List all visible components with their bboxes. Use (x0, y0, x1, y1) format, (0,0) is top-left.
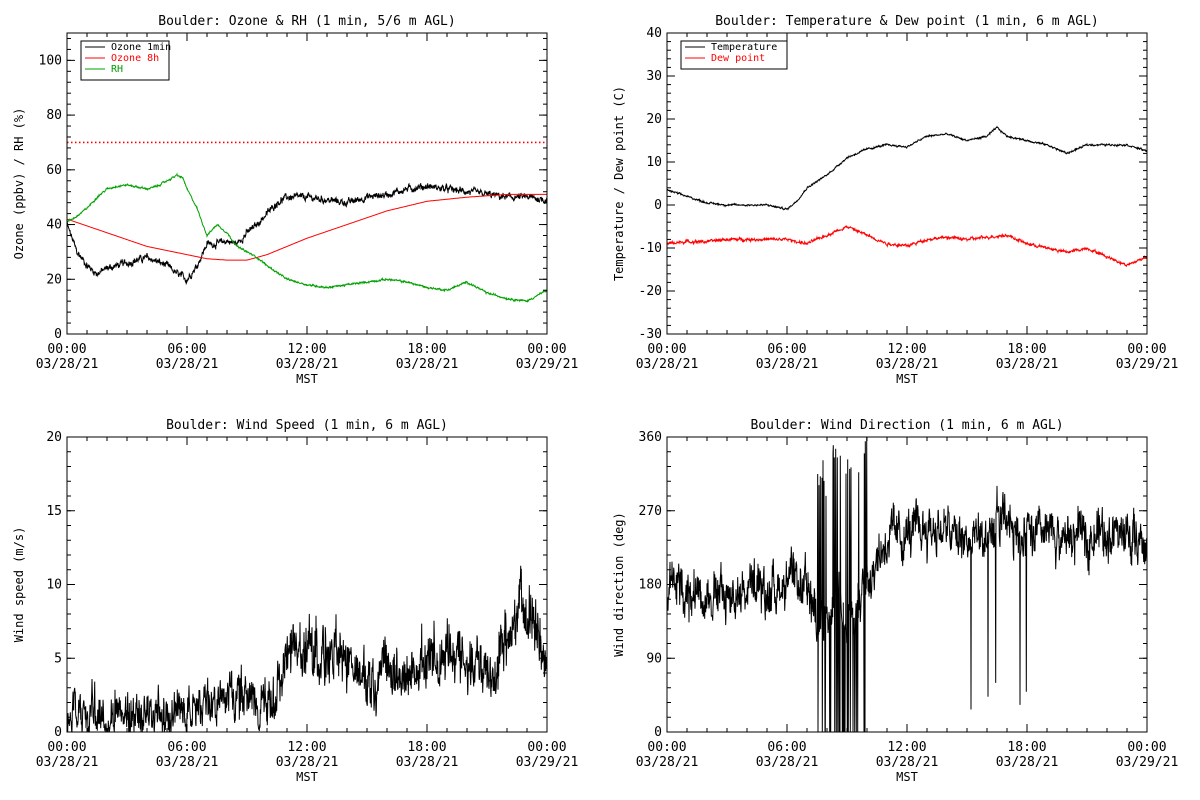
x-tick-time: 12:00 (887, 342, 926, 357)
x-tick-date: 03/28/21 (156, 357, 219, 372)
plot-frame (666, 436, 1148, 733)
y-axis-label: Wind speed (m/s) (12, 527, 26, 643)
x-tick-time: 06:00 (767, 740, 806, 755)
x-tick-time: 00:00 (647, 342, 686, 357)
series-line-1 (666, 225, 1148, 267)
x-axis-label: MST (296, 770, 318, 784)
legend-box (680, 40, 788, 70)
y-tick-label: -30 (639, 327, 662, 342)
y-tick-label: 20 (646, 112, 662, 127)
y-tick-label: 90 (646, 651, 662, 666)
legend-label: Ozone 1min (111, 42, 171, 53)
legend-label: RH (111, 64, 123, 75)
chart-title: Boulder: Wind Speed (1 min, 6 m AGL) (166, 418, 448, 433)
y-tick-label: 20 (46, 430, 62, 445)
y-axis-label: Temperature / Dew point (C) (612, 86, 626, 281)
y-tick-label: 0 (54, 725, 62, 740)
x-tick-date: 03/28/21 (636, 755, 699, 770)
series-line-0 (66, 182, 548, 286)
x-tick-date: 03/29/21 (516, 357, 579, 372)
x-tick-time: 18:00 (1007, 342, 1046, 357)
y-tick-label: 100 (39, 53, 62, 68)
y-tick-label: 180 (639, 578, 662, 593)
x-tick-time: 00:00 (47, 740, 86, 755)
x-tick-time: 00:00 (1127, 740, 1166, 755)
x-tick-date: 03/28/21 (396, 755, 459, 770)
y-tick-label: 10 (46, 578, 62, 593)
y-tick-label: -20 (639, 284, 662, 299)
chart-panel-temp_dew: Boulder: Temperature & Dew point (1 min,… (612, 14, 1178, 386)
y-tick-label: 80 (46, 108, 62, 123)
x-tick-date: 03/29/21 (1116, 755, 1179, 770)
y-tick-label: 0 (654, 725, 662, 740)
y-tick-label: 40 (646, 26, 662, 41)
x-tick-time: 12:00 (887, 740, 926, 755)
x-tick-time: 18:00 (1007, 740, 1046, 755)
y-tick-label: 15 (46, 504, 62, 519)
x-tick-date: 03/28/21 (756, 755, 819, 770)
x-tick-time: 06:00 (167, 740, 206, 755)
y-tick-label: 20 (46, 272, 62, 287)
y-tick-label: 0 (54, 327, 62, 342)
y-axis-label: Ozone (ppbv) / RH (%) (12, 108, 26, 260)
series-line-2 (66, 172, 548, 303)
x-tick-time: 00:00 (527, 342, 566, 357)
x-tick-time: 18:00 (407, 740, 446, 755)
y-tick-label: -10 (639, 241, 662, 256)
x-tick-date: 03/28/21 (36, 755, 99, 770)
x-tick-date: 03/28/21 (996, 357, 1059, 372)
x-tick-date: 03/28/21 (756, 357, 819, 372)
y-tick-label: 40 (46, 218, 62, 233)
x-axis-label: MST (896, 372, 918, 386)
x-tick-date: 03/29/21 (1116, 357, 1179, 372)
x-tick-date: 03/29/21 (516, 755, 579, 770)
series-line-1 (66, 193, 547, 261)
x-tick-time: 06:00 (167, 342, 206, 357)
x-tick-date: 03/28/21 (36, 357, 99, 372)
y-tick-label: 60 (46, 163, 62, 178)
x-tick-date: 03/28/21 (876, 357, 939, 372)
x-tick-date: 03/28/21 (396, 357, 459, 372)
x-tick-time: 12:00 (287, 740, 326, 755)
x-tick-date: 03/28/21 (156, 755, 219, 770)
plot-frame (66, 436, 548, 733)
x-tick-time: 00:00 (47, 342, 86, 357)
x-axis-label: MST (296, 372, 318, 386)
y-tick-label: 360 (639, 430, 662, 445)
chart-panel-wind_speed: Boulder: Wind Speed (1 min, 6 m AGL) 0 5 10… (12, 418, 578, 784)
y-tick-label: 270 (639, 504, 662, 519)
x-tick-time: 18:00 (407, 342, 446, 357)
x-tick-date: 03/28/21 (276, 357, 339, 372)
chart-panel-ozone_rh: Boulder: Ozone & RH (1 min, 5/6 m AGL) 0 2… (12, 14, 578, 386)
y-tick-label: 30 (646, 69, 662, 84)
x-tick-date: 03/28/21 (636, 357, 699, 372)
x-tick-time: 12:00 (287, 342, 326, 357)
x-tick-date: 03/28/21 (996, 755, 1059, 770)
y-tick-label: 5 (54, 651, 62, 666)
x-tick-time: 00:00 (527, 740, 566, 755)
chart-title: Boulder: Temperature & Dew point (1 min,… (715, 14, 1099, 29)
chart-title: Boulder: Wind Direction (1 min, 6 m AGL) (750, 418, 1063, 433)
legend-label: Ozone 8h (111, 53, 159, 64)
y-tick-label: 10 (646, 155, 662, 170)
x-tick-time: 06:00 (767, 342, 806, 357)
series-line-0 (66, 565, 548, 733)
x-tick-date: 03/28/21 (876, 755, 939, 770)
x-tick-date: 03/28/21 (276, 755, 339, 770)
plot-frame (666, 32, 1148, 335)
series-line-0 (666, 125, 1148, 211)
y-tick-label: 0 (654, 198, 662, 213)
x-axis-label: MST (896, 770, 918, 784)
chart-panel-wind_dir: Boulder: Wind Direction (1 min, 6 m AGL)… (612, 418, 1178, 784)
legend-label: Temperature (711, 42, 777, 53)
x-tick-time: 00:00 (1127, 342, 1166, 357)
y-axis-label: Wind direction (deg) (612, 512, 626, 657)
x-tick-time: 00:00 (647, 740, 686, 755)
chart-title: Boulder: Ozone & RH (1 min, 5/6 m AGL) (158, 14, 455, 29)
legend-label: Dew point (711, 53, 765, 64)
series-line-0 (666, 436, 1148, 733)
